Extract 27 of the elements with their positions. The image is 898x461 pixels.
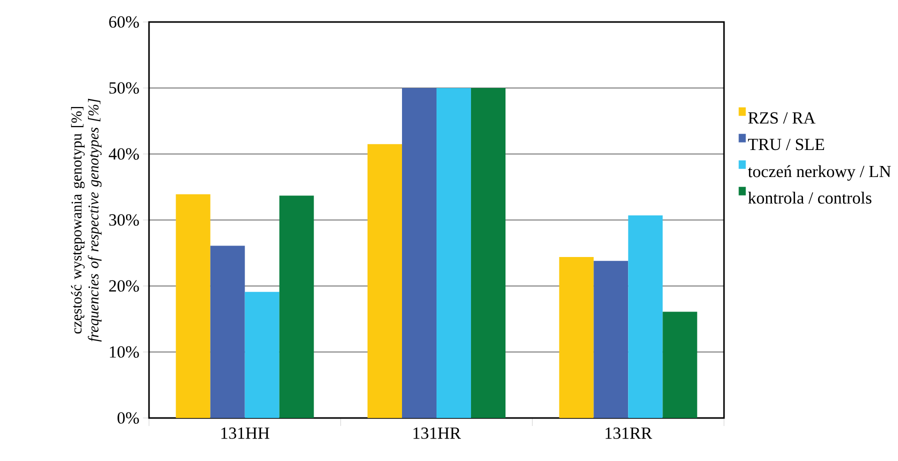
y-tick-label: 10% bbox=[110, 346, 139, 358]
bar bbox=[471, 88, 506, 418]
bar bbox=[436, 88, 472, 418]
y-tick-label: 30% bbox=[109, 214, 139, 226]
bar bbox=[244, 292, 280, 418]
bar bbox=[402, 88, 437, 418]
y-axis-title: częstość występowania genotypu [%] frequencies of respective genotypes [%] bbox=[71, 98, 102, 342]
legend-label: kontrola / controls bbox=[748, 192, 872, 204]
bar bbox=[559, 256, 594, 418]
bar bbox=[279, 196, 314, 418]
y-tick-label: 60% bbox=[109, 16, 139, 28]
x-tick-label: 131HH bbox=[221, 428, 270, 439]
y-tick-label: 20% bbox=[109, 280, 139, 292]
x-tick-label: 131HR bbox=[414, 428, 461, 439]
x-tick-label: 131RR bbox=[606, 428, 652, 439]
legend-label: TRU / SLE bbox=[748, 138, 824, 150]
bar bbox=[368, 144, 402, 418]
bar bbox=[628, 215, 663, 418]
bar bbox=[210, 246, 245, 418]
legend-label: RZS / RA bbox=[748, 112, 816, 124]
legend-label: toczeń nerkowy / LN bbox=[748, 165, 891, 181]
bar bbox=[662, 312, 698, 418]
y-tick-label: 0% bbox=[118, 412, 139, 424]
bar bbox=[594, 260, 628, 418]
y-tick-label: 50% bbox=[109, 82, 139, 94]
y-tick-label: 40% bbox=[108, 148, 139, 160]
bar bbox=[176, 194, 210, 418]
